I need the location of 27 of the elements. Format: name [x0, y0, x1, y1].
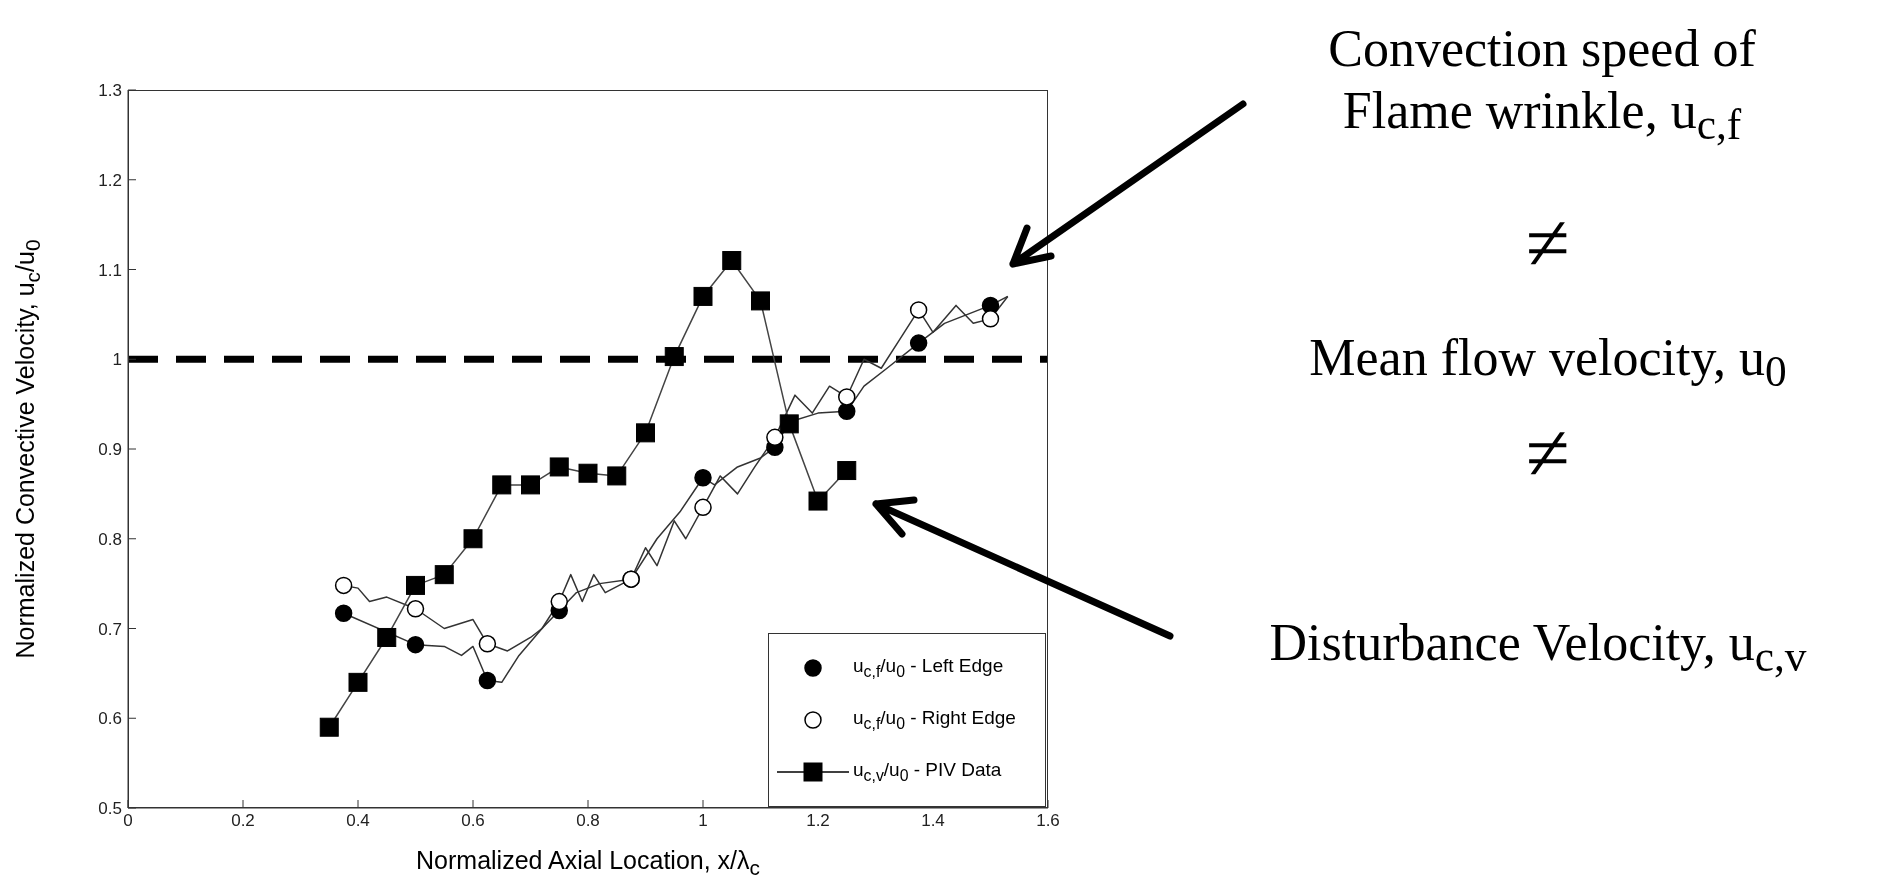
x-tick-label: 0.6 — [461, 811, 485, 831]
y-tick-label: 0.5 — [98, 799, 122, 819]
y-tick-label: 0.6 — [98, 709, 122, 729]
text: ≠ — [1525, 408, 1571, 499]
y-tick-label: 1.1 — [98, 260, 122, 280]
x-tick-label: 1.4 — [921, 811, 945, 831]
text: ≠ — [1525, 198, 1571, 289]
y-tick-label: 0.7 — [98, 619, 122, 639]
y-tick-label: 1.2 — [98, 170, 122, 190]
legend-label: u$_{c,f}$/u$_{0}$ - Right Edge — [853, 707, 1016, 733]
y-tick-label: 0.9 — [98, 440, 122, 460]
x-tick-label: 1.2 — [806, 811, 830, 831]
y-tick-label: 1 — [112, 350, 122, 370]
x-tick-label: 0 — [123, 811, 133, 831]
legend-label: u$_{c,v}$/u$_{0}$ - PIV Data — [853, 759, 1002, 785]
x-tick-label: 1.6 — [1036, 811, 1060, 831]
x-tick-label: 0.8 — [576, 811, 600, 831]
text: Mean flow velocity, u$_{0}$ — [1308, 328, 1788, 397]
text: Disturbance Velocity, u$_{c,v}$ — [1268, 613, 1808, 682]
x-tick-label: 0.4 — [346, 811, 370, 831]
y-tick-label: 0.8 — [98, 529, 122, 549]
legend-label: u$_{c,f}$/u$_{0}$ - Left Edge — [853, 655, 1004, 681]
x-axis-title: Normalized Axial Location, x/λ$_{c}$ — [415, 846, 761, 880]
text: Convection speed of Flame wrinkle, u$_{c,f}$ — [1327, 19, 1757, 151]
x-tick-label: 0.2 — [231, 811, 255, 831]
x-tick-label: 1 — [698, 811, 708, 831]
y-tick-label: 1.3 — [98, 81, 122, 101]
